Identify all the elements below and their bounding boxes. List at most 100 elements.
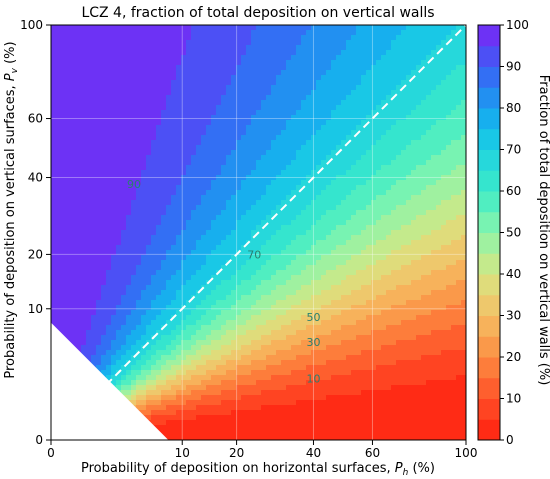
contour-cell: [51, 315, 57, 321]
contour-cell: [341, 225, 347, 231]
contour-cell: [241, 140, 247, 146]
contour-cell: [381, 30, 387, 36]
contour-cell: [51, 270, 57, 276]
contour-cell: [291, 170, 297, 176]
contour-cell: [166, 225, 172, 231]
contour-cell: [161, 210, 167, 216]
contour-cell: [246, 65, 252, 71]
contour-cell: [436, 35, 442, 41]
contour-cell: [461, 30, 466, 36]
contour-cell: [416, 30, 422, 36]
contour-cell: [61, 280, 67, 286]
contour-cell: [411, 85, 417, 91]
contour-cell: [161, 305, 167, 311]
contour-cell: [426, 245, 432, 251]
contour-cell: [211, 255, 217, 261]
contour-cell: [461, 120, 466, 126]
contour-cell: [331, 135, 337, 141]
contour-cell: [366, 150, 372, 156]
contour-cell: [301, 215, 307, 221]
contour-cell: [446, 80, 452, 86]
contour-cell: [151, 230, 157, 236]
contour-cell: [286, 25, 292, 31]
contour-cell: [251, 105, 257, 111]
contour-cell: [251, 65, 257, 71]
contour-cell: [61, 160, 67, 166]
contour-cell: [236, 265, 242, 271]
contour-cell: [116, 285, 122, 291]
contour-cell: [231, 115, 237, 121]
contour-cell: [86, 190, 92, 196]
contour-cell: [101, 60, 107, 66]
contour-cell: [326, 315, 332, 321]
contour-cell: [436, 205, 442, 211]
contour-cell: [381, 140, 387, 146]
contour-cell: [161, 135, 167, 141]
contour-cell: [351, 235, 357, 241]
contour-cell: [291, 120, 297, 126]
contour-cell: [81, 65, 87, 71]
contour-cell: [426, 130, 432, 136]
contour-cell: [186, 115, 192, 121]
contour-cell: [81, 325, 87, 331]
contour-cell: [201, 270, 207, 276]
contour-cell: [76, 280, 82, 286]
contour-cell: [91, 230, 97, 236]
contour-cell: [231, 285, 237, 291]
contour-cell: [266, 70, 272, 76]
contour-cell: [316, 235, 322, 241]
contour-cell: [256, 320, 262, 326]
contour-cell: [241, 220, 247, 226]
contour-cell: [116, 140, 122, 146]
contour-cell: [416, 225, 422, 231]
contour-cell: [71, 310, 77, 316]
contour-cell: [96, 110, 102, 116]
contour-cell: [236, 290, 242, 296]
contour-cell: [446, 65, 452, 71]
contour-cell: [186, 315, 192, 321]
contour-cell: [331, 45, 337, 51]
contour-cell: [186, 285, 192, 291]
contour-cell: [426, 70, 432, 76]
contour-cell: [156, 125, 162, 131]
contour-cell: [176, 230, 182, 236]
contour-cell: [391, 210, 397, 216]
contour-cell: [311, 240, 317, 246]
contour-cell: [311, 275, 317, 281]
contour-cell: [401, 140, 407, 146]
contour-cell: [246, 140, 252, 146]
contour-cell: [396, 65, 402, 71]
contour-cell: [356, 105, 362, 111]
contour-cell: [276, 255, 282, 261]
contour-cell: [336, 30, 342, 36]
contour-cell: [276, 235, 282, 241]
contour-cell: [136, 140, 142, 146]
contour-cell: [101, 25, 107, 31]
contour-cell: [136, 290, 142, 296]
contour-cell: [386, 130, 392, 136]
contour-cell: [121, 90, 127, 96]
contour-cell: [161, 65, 167, 71]
contour-cell: [121, 120, 127, 126]
contour-cell: [306, 235, 312, 241]
contour-cell: [156, 265, 162, 271]
contour-cell: [96, 105, 102, 111]
contour-cell: [356, 205, 362, 211]
contour-cell: [316, 85, 322, 91]
contour-cell: [416, 120, 422, 126]
contour-cell: [106, 325, 112, 331]
contour-cell: [226, 165, 232, 171]
contour-cell: [181, 205, 187, 211]
contour-cell: [241, 80, 247, 86]
contour-cell: [161, 140, 167, 146]
contour-cell: [61, 115, 67, 121]
contour-cell: [306, 100, 312, 106]
contour-cell: [136, 150, 142, 156]
contour-cell: [166, 175, 172, 181]
contour-cell: [366, 215, 372, 221]
contour-cell: [331, 280, 337, 286]
contour-cell: [221, 185, 227, 191]
contour-cell: [196, 140, 202, 146]
contour-cell: [381, 75, 387, 81]
contour-cell: [81, 215, 87, 221]
